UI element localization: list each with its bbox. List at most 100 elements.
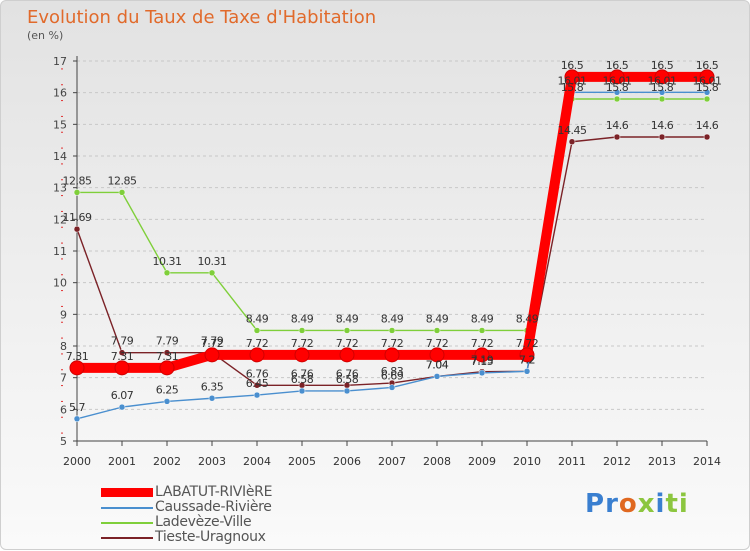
data-label: 7.72 [291,337,314,350]
x-tick-label: 2013 [648,455,676,468]
data-label: 14.6 [696,119,719,132]
data-label: 7.72 [471,337,494,350]
data-point [613,133,621,141]
data-point [658,89,666,96]
data-label: 16.01 [648,74,677,87]
data-labels: 7.31 7.31 7.31 7.72 7.72 7.72 7.72 7.72 7.72 7.72… [63,59,723,414]
data-point [253,391,261,399]
data-point [204,347,220,363]
x-tick-label: 2011 [558,455,586,468]
x-tick-label: 2012 [603,455,631,468]
data-point [253,327,261,334]
logo-letter: r [605,489,619,519]
data-label: 7.72 [381,337,404,350]
data-point [73,189,81,196]
data-label: 7.79 [111,335,134,348]
y-tick-label: 5 [60,435,67,448]
logo-letter: o [618,489,638,519]
data-label: 12.85 [108,174,137,187]
logo-letter: t [665,489,679,519]
data-point [163,349,171,356]
data-point [388,384,396,391]
legend-label: LABATUT-RIVIèRE [155,484,273,500]
data-point [388,327,396,334]
data-point [609,69,625,85]
data-point [208,269,216,277]
data-point [519,347,535,363]
x-tick-label: 2014 [693,455,721,468]
data-label: 6.07 [111,389,134,402]
data-point [523,368,531,375]
data-label: 6.58 [336,373,359,386]
data-label: 7.31 [111,350,134,363]
legend-swatch [101,522,153,524]
axes: 5 6 7 8 9 10 11 12 13 14 15 16 17 2000 2001 2002 2003 200… [53,55,721,468]
logo-letter: P [585,489,606,519]
data-label: 15.8 [561,81,584,94]
y-tick-label: 16 [53,87,67,100]
data-label: 10.31 [153,255,182,268]
y-tick-label: 12 [53,213,67,226]
legend-swatch [101,507,153,509]
data-label: 14.45 [558,124,587,137]
x-tick-label: 2008 [423,455,451,468]
data-label: 14.6 [606,119,629,132]
data-point [478,327,486,334]
data-point [73,225,81,233]
data-label: 16.01 [603,74,632,87]
data-label: 6.45 [246,377,269,390]
data-label: 8.49 [336,312,359,325]
data-label: 7.04 [426,358,449,371]
data-label: 7.72 [336,337,359,350]
x-tick-label: 2005 [288,455,316,468]
data-label: 6.76 [336,367,359,380]
legend-swatch [101,537,153,539]
x-tick-label: 2002 [153,455,181,468]
data-label: 7.72 [201,337,224,350]
data-point [69,360,85,376]
data-label: 8.49 [516,312,539,325]
logo-letter: i [655,489,666,519]
data-point [384,347,400,363]
data-label: 7.72 [516,337,539,350]
data-label: 16.01 [558,74,587,87]
logo-letter: i [678,489,689,519]
data-point [478,369,486,377]
data-label: 8.49 [426,312,449,325]
data-label: 7.2 [519,353,535,366]
data-point [654,69,670,85]
data-point [703,133,711,141]
data-point [429,347,445,363]
y-tick-label: 13 [53,182,67,195]
data-label: 15.8 [651,81,674,94]
x-tick-label: 2010 [513,455,541,468]
data-label: 7.19 [471,354,494,367]
data-label: 6.58 [291,373,314,386]
data-point [253,382,261,389]
unit-label: (en %) [27,29,64,42]
data-point [658,133,666,141]
x-tick-label: 2007 [378,455,406,468]
data-label: 6.76 [291,367,314,380]
x-tick-label: 2006 [333,455,361,468]
series-lines [69,69,715,423]
data-label: 7.15 [471,355,494,368]
data-point [118,189,126,196]
y-tick-label: 10 [53,277,67,290]
data-label: 7.72 [246,337,269,350]
legend-label: Tieste-Uragnoux [155,529,266,545]
y-tick-label: 6 [60,403,67,416]
data-label: 14.6 [651,119,674,132]
y-tick-label: 11 [53,245,67,258]
data-label: 8.49 [471,312,494,325]
y-tick-label: 17 [53,55,67,68]
y-tick-label: 15 [53,118,67,131]
data-label: 6.69 [381,369,404,382]
data-label: 7.04 [426,358,449,371]
data-point [118,349,126,356]
data-point [613,95,621,103]
chart-title: Evolution du Taux de Taxe d'Habitation [27,7,377,28]
data-point [433,373,441,380]
data-label: 16.01 [693,74,722,87]
